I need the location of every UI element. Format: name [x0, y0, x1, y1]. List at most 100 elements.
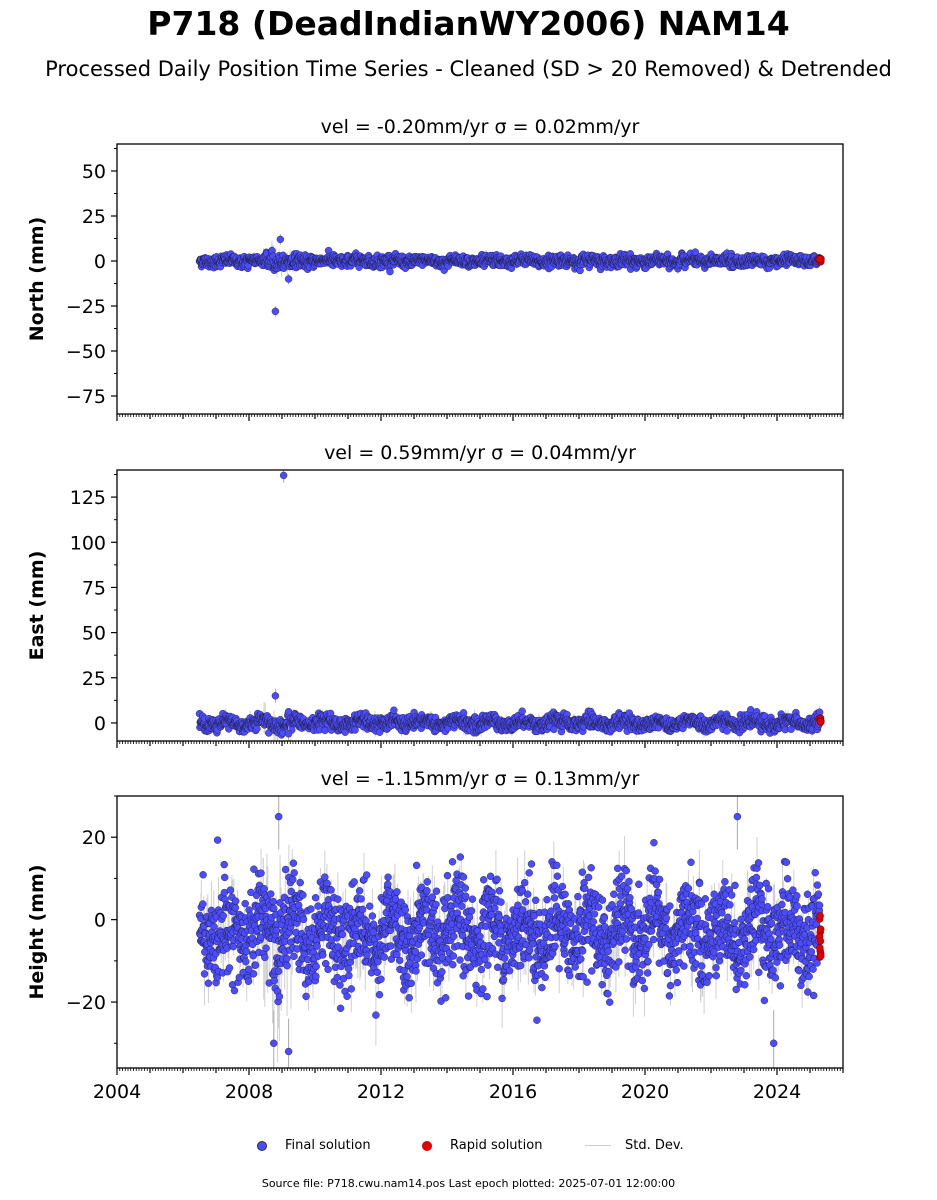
y-tick-label: 0 — [94, 713, 106, 735]
final-point — [314, 902, 322, 910]
final-point — [468, 895, 477, 903]
final-point — [281, 937, 289, 946]
y-tick-label: 100 — [70, 532, 106, 554]
final-point — [299, 915, 308, 924]
final-point — [269, 897, 277, 906]
final-point — [497, 898, 505, 906]
final-point — [274, 967, 283, 975]
time-series-figure: 50 25 0 −25 −50 −75 vel = -0.20mm/yr σ = 0.02m… — [26, 116, 844, 1103]
y-tick-label: −25 — [66, 296, 106, 318]
final-point — [229, 942, 238, 951]
final-point — [560, 950, 569, 958]
final-point — [405, 994, 413, 1002]
final-point — [450, 932, 458, 941]
y-tick-label: 25 — [82, 206, 106, 228]
plot-area-east — [195, 470, 825, 741]
y-axis-label-east: East (mm) — [26, 551, 48, 661]
axes-frame-east — [116, 469, 844, 742]
final-point — [495, 887, 504, 895]
final-point — [723, 727, 731, 735]
final-point — [251, 961, 260, 969]
final-point — [324, 965, 332, 974]
final-point — [417, 951, 426, 959]
final-point — [262, 944, 270, 952]
outlier-point — [284, 275, 293, 283]
final-point — [499, 975, 508, 984]
final-point — [275, 992, 284, 1001]
rapid-point — [815, 255, 824, 263]
final-point — [393, 888, 401, 896]
final-point — [307, 905, 315, 913]
final-point — [199, 900, 207, 908]
final-point — [477, 965, 486, 974]
final-point — [461, 892, 470, 900]
final-point — [296, 878, 304, 887]
final-point — [344, 965, 353, 973]
final-point — [476, 932, 484, 940]
panel-title-east: vel = 0.59mm/yr σ = 0.04mm/yr — [324, 442, 636, 464]
final-point — [334, 895, 342, 903]
final-point — [396, 956, 404, 965]
final-point — [456, 853, 464, 861]
final-point — [516, 961, 525, 970]
final-point — [461, 884, 469, 892]
final-point — [543, 896, 551, 904]
final-point — [321, 873, 329, 881]
final-point — [226, 886, 235, 894]
final-point — [225, 964, 234, 972]
final-point — [555, 965, 563, 973]
final-point — [358, 905, 367, 914]
final-point — [423, 878, 431, 886]
final-point — [444, 894, 452, 902]
final-point — [200, 970, 209, 978]
final-point — [501, 954, 509, 962]
plot-area-height — [195, 796, 825, 1068]
final-points-height — [195, 796, 824, 1068]
final-point — [494, 963, 502, 971]
final-point — [443, 871, 452, 880]
final-point — [458, 902, 466, 910]
y-tick-label: 125 — [70, 487, 106, 509]
final-point — [465, 913, 474, 921]
y-tick-label: 75 — [82, 577, 106, 599]
final-point — [281, 865, 290, 874]
final-point — [386, 267, 394, 276]
final-point — [387, 942, 395, 950]
final-point — [505, 967, 514, 975]
final-point — [538, 983, 546, 992]
final-point — [521, 879, 529, 887]
final-point — [551, 942, 559, 950]
final-point — [438, 968, 446, 976]
rapid-point — [816, 717, 825, 726]
final-point — [423, 887, 431, 895]
final-point — [253, 725, 261, 733]
final-point — [290, 869, 298, 877]
final-point — [299, 891, 307, 899]
final-point — [323, 879, 331, 888]
final-point — [561, 890, 569, 898]
final-point — [241, 899, 249, 908]
final-point — [319, 951, 327, 959]
final-point — [343, 992, 351, 1000]
final-point — [302, 992, 310, 1001]
final-point — [272, 926, 281, 935]
final-point — [529, 940, 537, 948]
final-point — [313, 942, 321, 950]
y-tick-label: −75 — [66, 386, 106, 408]
axes-frame-north — [116, 143, 844, 415]
final-point — [373, 968, 382, 977]
final-point — [244, 977, 253, 985]
final-point — [283, 954, 291, 963]
final-point — [412, 861, 421, 870]
final-point — [333, 973, 341, 982]
final-point — [384, 880, 392, 888]
final-point — [347, 985, 355, 993]
final-point — [338, 930, 347, 939]
final-point — [527, 860, 536, 868]
final-point — [204, 979, 213, 987]
final-point — [533, 1016, 541, 1024]
final-point — [249, 970, 258, 978]
final-point — [350, 878, 358, 886]
final-point — [290, 952, 298, 960]
final-point — [390, 706, 398, 714]
